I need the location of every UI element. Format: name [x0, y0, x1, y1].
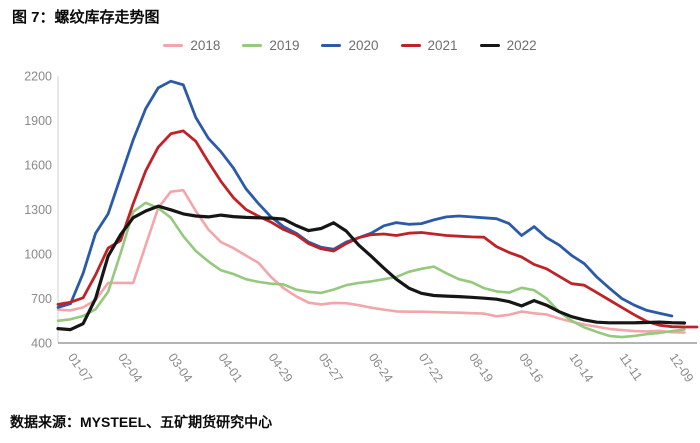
x-tick-label: 11-11 — [616, 351, 645, 384]
x-tick-label: 01-07 — [65, 351, 95, 385]
x-tick-label: 07-22 — [416, 351, 446, 385]
y-tick-label: 1600 — [24, 159, 52, 173]
legend-item-2022[interactable]: 2022 — [479, 38, 537, 53]
x-tick-label: 04-01 — [215, 351, 245, 385]
series-line-2018 — [56, 188, 686, 334]
y-tick-label: 1300 — [24, 203, 52, 217]
series-line-2021 — [56, 129, 699, 329]
legend-marker-2019 — [242, 44, 263, 47]
series-line-2020 — [56, 79, 674, 318]
legend-item-2020[interactable]: 2020 — [321, 38, 379, 53]
legend-label: 2022 — [506, 38, 537, 53]
legend-label: 2018 — [190, 38, 221, 53]
legend-label: 2019 — [269, 38, 300, 53]
x-tick-label: 05-27 — [316, 351, 346, 385]
x-tick-label: 09-16 — [516, 351, 546, 385]
x-tick-label: 02-04 — [115, 351, 145, 385]
legend-marker-2020 — [321, 44, 342, 47]
legend-marker-2018 — [163, 44, 184, 47]
chart-legend: 2018 2019 2020 2021 2022 — [0, 38, 700, 53]
legend-item-2019[interactable]: 2019 — [242, 38, 299, 53]
x-tick-label: 04-29 — [266, 351, 296, 385]
x-tick-label: 03-04 — [165, 351, 195, 385]
y-tick-label: 400 — [31, 337, 52, 351]
data-source: 数据来源：MYSTEEL、五矿期货研究中心 — [10, 414, 273, 430]
legend-label: 2020 — [348, 38, 379, 53]
y-tick-label: 700 — [31, 292, 52, 306]
legend-item-2018[interactable]: 2018 — [163, 38, 220, 53]
series-line-2019 — [56, 201, 686, 339]
figure-title: 图 7：螺纹库存走势图 — [12, 9, 160, 26]
series-line-2022 — [56, 204, 687, 332]
inventory-trend-chart: 400 700 1000 1300 1600 1900 2200 01-07 02-04 03-0… — [24, 70, 699, 385]
y-tick-label: 1000 — [24, 248, 52, 262]
x-tick-label: 12-09 — [666, 351, 696, 385]
x-tick-label: 06-24 — [366, 351, 396, 385]
legend-marker-2022 — [479, 44, 500, 47]
y-tick-label: 2200 — [24, 70, 52, 84]
x-tick-label: 08-19 — [466, 351, 496, 385]
legend-item-2021[interactable]: 2021 — [400, 38, 458, 53]
y-tick-label: 1900 — [24, 114, 52, 128]
legend-label: 2021 — [427, 38, 458, 53]
legend-marker-2021 — [400, 44, 421, 47]
x-tick-label: 10-14 — [566, 351, 596, 385]
